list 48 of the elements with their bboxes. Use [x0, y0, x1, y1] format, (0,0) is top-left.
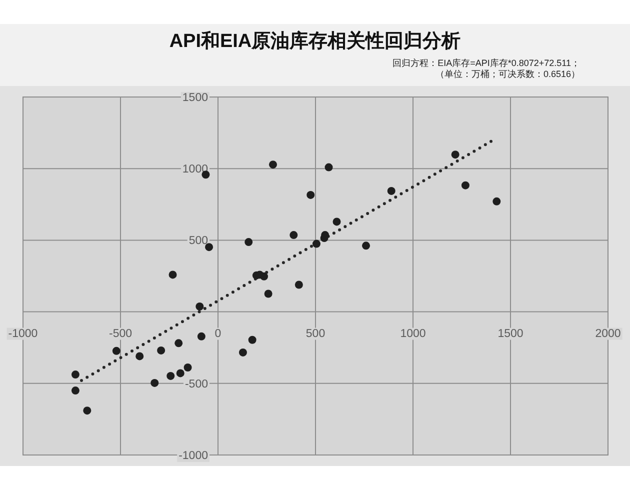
- point: [290, 231, 298, 240]
- point: [248, 336, 256, 344]
- point: [168, 270, 177, 279]
- text: （单位：万桶；可决系数：0.6516）: [435, 69, 580, 79]
- point: [268, 160, 277, 169]
- x-tick-label: 0: [214, 328, 222, 340]
- point: [492, 197, 501, 206]
- point: [362, 242, 370, 250]
- point: [260, 272, 268, 280]
- x-tick-label: -1000: [8, 328, 38, 340]
- point: [196, 302, 204, 310]
- y-tick-label: 500: [188, 235, 208, 248]
- point: [71, 370, 80, 379]
- y-tick-label: -1000: [178, 450, 208, 462]
- point: [205, 243, 214, 252]
- point: [176, 369, 184, 378]
- x-tick-label: 2000: [595, 328, 621, 340]
- y-tick-label: 1500: [182, 92, 208, 104]
- x-tick-label: 500: [306, 328, 326, 340]
- point: [71, 386, 80, 395]
- point: [294, 280, 303, 289]
- x-tick-label: -500: [108, 328, 132, 340]
- x-tick-label: 1500: [498, 328, 524, 340]
- chart-title: API和EIA原油库存相关性回归分析: [169, 30, 461, 52]
- point: [166, 372, 175, 380]
- y-tick-label: 1000: [182, 164, 208, 176]
- point: [112, 346, 120, 355]
- point: [312, 240, 320, 248]
- point: [451, 150, 460, 159]
- point: [83, 406, 92, 415]
- y-tick-label: -500: [184, 378, 208, 390]
- point: [461, 181, 470, 190]
- point: [150, 378, 159, 387]
- point: [264, 290, 272, 298]
- point: [306, 190, 315, 199]
- point: [197, 332, 206, 340]
- point: [324, 163, 333, 172]
- point: [157, 346, 166, 354]
- point: [332, 218, 341, 226]
- point: [244, 238, 253, 246]
- point: [184, 364, 192, 372]
- point: [238, 348, 247, 356]
- point: [174, 339, 183, 348]
- text: 回归方程：EIA库存=API库存*0.8072+72.511；: [392, 58, 580, 68]
- point: [136, 352, 144, 360]
- point: [387, 186, 396, 195]
- x-tick-label: 1000: [400, 328, 426, 340]
- point: [320, 234, 328, 242]
